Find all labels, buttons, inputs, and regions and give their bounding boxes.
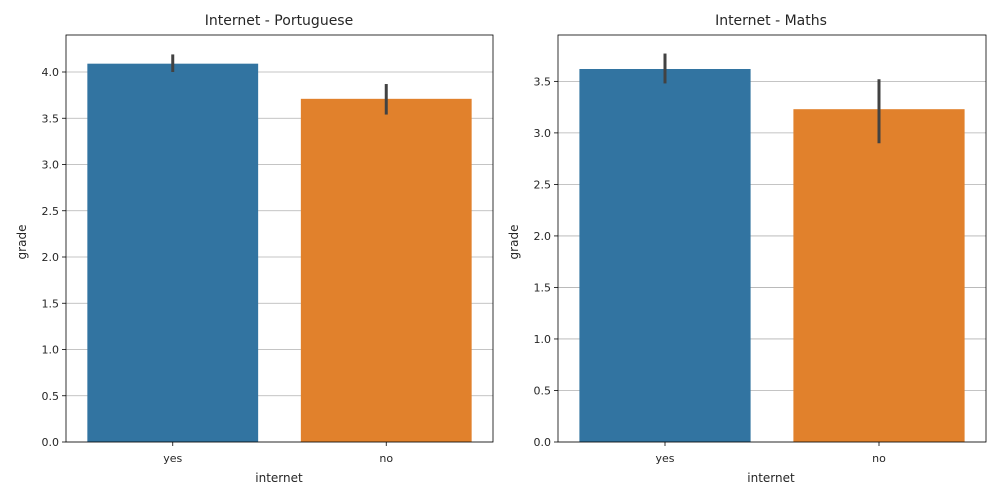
x-axis: yes no [655,442,886,465]
y-tick-label: 2.5 [534,178,552,191]
bar-no [300,98,472,442]
error-bars [663,53,881,144]
x-tick-label: yes [655,452,674,465]
plot-frame [65,34,494,443]
y-tick-label: 1.0 [42,344,60,357]
y-tick-label: 3.0 [534,127,552,140]
y-tick-label: 1.5 [534,281,552,294]
y-tick-label: 3.5 [534,75,552,88]
y-tick-label: 4.0 [42,66,60,79]
x-tick-label: yes [163,452,182,465]
y-axis-label: grade [507,225,521,260]
y-tick-label: 2.0 [42,251,60,264]
y-tick-label: 2.0 [534,230,552,243]
y-axis-label: grade [15,225,29,260]
y-tick-label: 0.5 [534,384,552,397]
y-tick-label: 0.5 [42,390,60,403]
y-tick-label: 3.5 [42,112,60,125]
x-tick-label: no [379,452,393,465]
chart-internet-portuguese: Internet - Portuguese internet grade 0.0… [15,13,494,485]
bar-yes [579,69,751,442]
x-axis-label: internet [747,471,795,485]
chart-title: Internet - Portuguese [205,13,353,29]
bars [87,63,472,443]
plot-frame [557,34,987,443]
y-tick-label: 0.0 [42,436,60,449]
y-tick-label: 1.5 [42,297,60,310]
chart-internet-maths: Internet - Maths internet grade 0.0 0.5 1.… [507,13,987,485]
chart-title: Internet - Maths [715,13,827,29]
bars [579,69,965,442]
x-tick-label: no [872,452,886,465]
y-tick-label: 3.0 [42,159,60,172]
y-tick-label: 1.0 [534,333,552,346]
x-axis-label: internet [255,471,303,485]
y-tick-label: 0.0 [534,436,552,449]
bar-yes [87,63,259,443]
x-axis: yes no [163,442,393,465]
y-axis: 0.0 0.5 1.0 1.5 2.0 2.5 3.0 3.5 4.0 [42,66,66,449]
error-bars [171,54,388,115]
y-tick-label: 2.5 [42,205,60,218]
y-axis: 0.0 0.5 1.0 1.5 2.0 2.5 3.0 3.5 [534,75,558,449]
bar-no [793,109,965,442]
